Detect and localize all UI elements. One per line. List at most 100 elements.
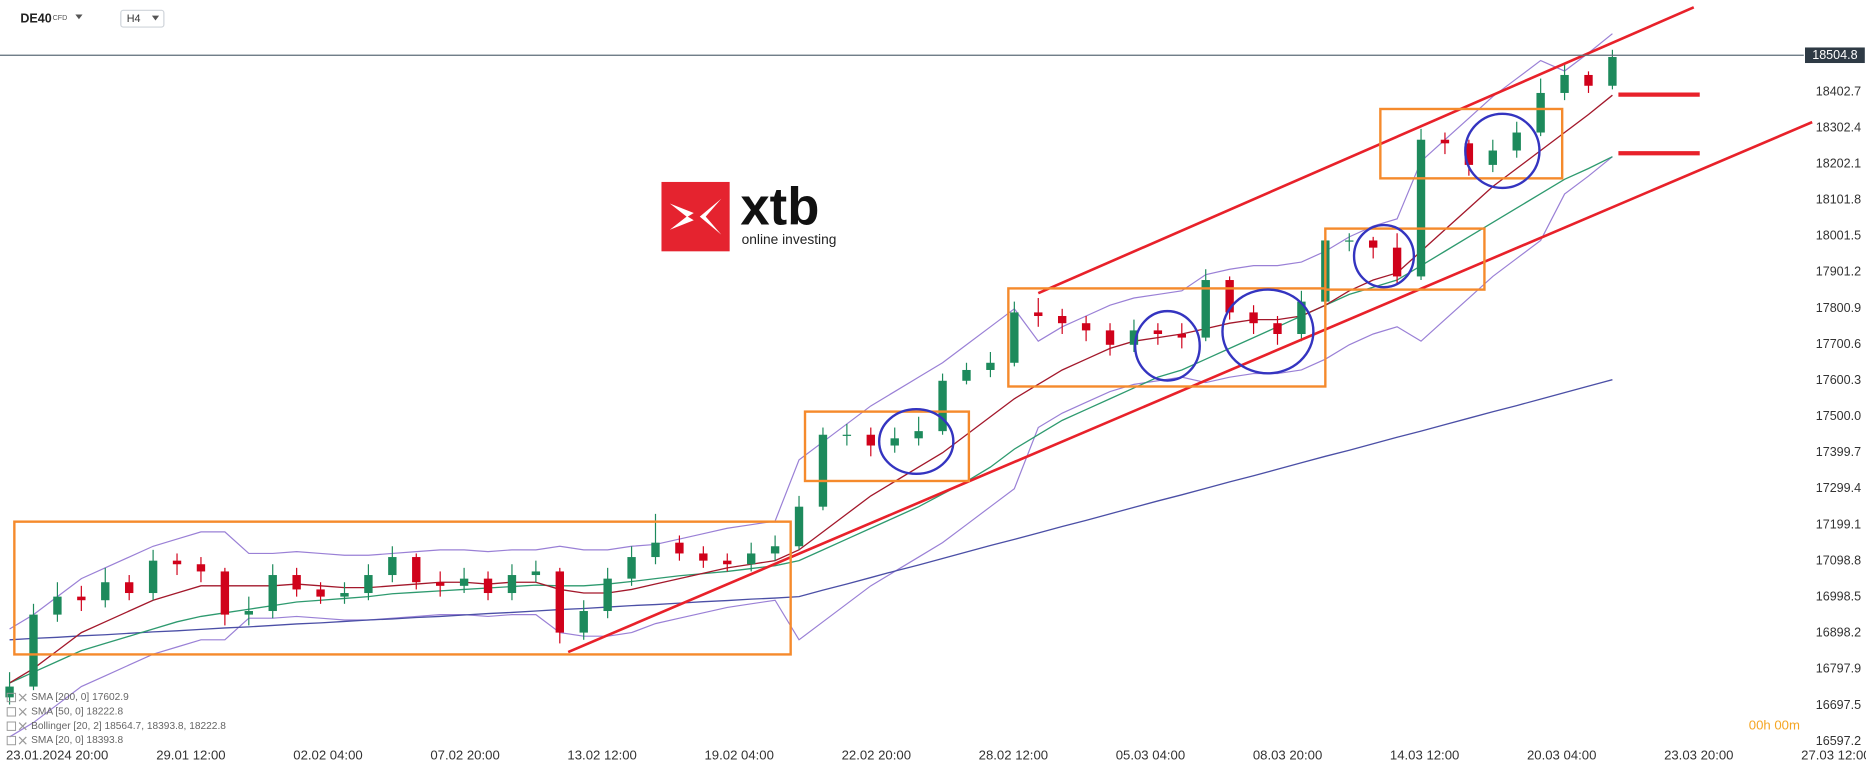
candle-body <box>53 596 62 615</box>
y-tick-label: 17399.7 <box>1816 445 1861 459</box>
candle-body <box>1345 240 1354 242</box>
candle-body <box>77 596 86 601</box>
candle-body <box>340 593 349 597</box>
candle-body <box>1225 280 1234 313</box>
candle-body <box>101 582 110 601</box>
candle-body <box>1153 330 1163 334</box>
x-tick-label: 14.03 12:00 <box>1390 748 1459 763</box>
y-tick-label: 18402.7 <box>1816 84 1861 98</box>
candle-body <box>1010 312 1019 363</box>
candle-body <box>938 380 947 432</box>
legend-icon <box>6 707 17 717</box>
y-tick-label: 17199.1 <box>1816 517 1861 531</box>
last-price: 18504.8 <box>1812 48 1857 62</box>
candle-body <box>1464 143 1474 165</box>
legend-label: Bollinger [20, 2] 18564.7, 18393.8, 1822… <box>31 721 226 732</box>
symbol: DE40 <box>20 12 51 26</box>
x-tick-label: 29.01 12:00 <box>156 748 225 763</box>
candle-body <box>555 571 564 633</box>
candle-body <box>1249 312 1258 324</box>
candle-body <box>1368 240 1378 248</box>
sma-line <box>9 379 1613 641</box>
candle-body <box>316 589 325 597</box>
legend-icon <box>6 735 17 746</box>
axes: 16597.2 16697.5 16797.9 16898.2 16998.5 17098… <box>6 84 1866 762</box>
bollinger-upper <box>9 33 1613 630</box>
countdown: 00h 00m <box>1749 718 1800 733</box>
timeframe-select[interactable] <box>120 9 165 28</box>
candle-body <box>890 438 899 446</box>
range-box <box>13 520 792 656</box>
x-tick-label: 13.02 12:00 <box>567 748 636 763</box>
highlight-circle <box>1464 112 1541 190</box>
candle-body <box>124 582 134 594</box>
candle-body <box>1034 312 1043 317</box>
highlight-circle <box>877 408 955 476</box>
candle-body <box>364 575 373 594</box>
candle-body <box>866 434 875 446</box>
dropdown-arrow[interactable] <box>75 14 83 20</box>
y-tick-label: 16898.2 <box>1816 626 1861 640</box>
x-tick-label: 19.02 04:00 <box>705 748 774 763</box>
candle-body <box>412 557 421 583</box>
highlight-circle <box>1352 223 1416 289</box>
candle-body <box>1536 92 1545 133</box>
candle-body <box>1608 56 1617 86</box>
legend-label: SMA [20, 0] 18393.8 <box>31 735 123 746</box>
x-tick-label: 05.03 04:00 <box>1116 748 1185 763</box>
x-tick-label: 23.01.2024 20:00 <box>6 748 108 763</box>
candle-body <box>986 362 995 370</box>
instrument-type: CFD <box>53 14 68 22</box>
y-tick-label: 18101.8 <box>1816 193 1861 207</box>
candle-body <box>1392 247 1402 277</box>
legend-label: SMA [50, 0] 18222.8 <box>31 707 123 718</box>
candle-body <box>627 557 636 579</box>
candle-body <box>962 369 971 381</box>
candle-body <box>435 582 445 586</box>
legend-icon <box>6 692 17 703</box>
y-tick-label: 16998.5 <box>1816 589 1861 603</box>
candle-body <box>723 560 732 565</box>
candle-body <box>1560 74 1569 93</box>
highlight-circle <box>1133 309 1201 382</box>
x-tick-label: 08.03 20:00 <box>1253 748 1322 763</box>
candle-body <box>1273 323 1282 334</box>
highlight-circle <box>1221 288 1315 375</box>
x-tick-label: 22.02 20:00 <box>842 748 911 763</box>
candle-body <box>483 578 493 594</box>
bollinger-lower <box>9 156 1613 738</box>
y-tick-label: 17901.2 <box>1816 265 1861 279</box>
candle-body <box>1177 333 1186 338</box>
y-tick-label: 18302.4 <box>1816 120 1861 134</box>
range-box <box>803 410 971 483</box>
candle-body <box>459 578 469 586</box>
range-box <box>1007 287 1327 388</box>
candle-body <box>5 686 14 698</box>
logo-mark <box>661 181 730 252</box>
last-price-box <box>1804 47 1865 64</box>
x-tick-label: 02.02 04:00 <box>293 748 362 763</box>
y-tick-label: 17299.4 <box>1816 481 1861 495</box>
candle-body <box>1416 139 1426 277</box>
candle-body <box>699 553 708 561</box>
y-tick-label: 17800.9 <box>1816 301 1861 315</box>
legend-hide <box>18 693 27 702</box>
legend: SMA [200, 0] 17602.9 SMA [50, 0] 18222.8 B… <box>6 692 226 746</box>
legend-hide <box>18 722 27 731</box>
legend-icon <box>6 721 17 731</box>
candle-body <box>220 571 230 615</box>
candle-body <box>29 614 38 687</box>
y-tick-label: 17500.0 <box>1816 409 1861 423</box>
candle-body <box>914 431 923 439</box>
x-tick-label: 27.03 12:00 <box>1801 748 1866 763</box>
logo-name: xtb <box>740 178 819 237</box>
candle-body <box>603 578 612 612</box>
candle-body <box>818 434 828 507</box>
candle-body <box>770 546 780 554</box>
y-tick-label: 16797.9 <box>1816 662 1861 676</box>
indicators <box>9 33 1613 738</box>
candle-body <box>842 434 852 436</box>
candle-body <box>1297 301 1306 334</box>
